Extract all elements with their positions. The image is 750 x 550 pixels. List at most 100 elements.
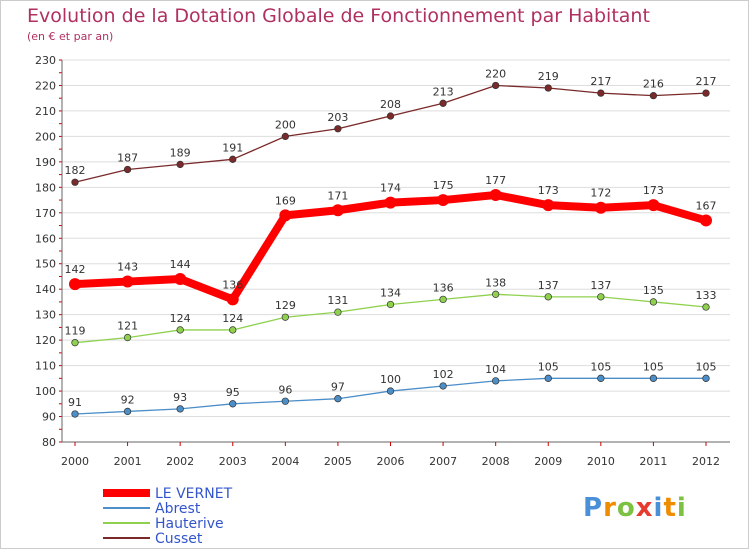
y-tick-label: 230 <box>35 54 56 67</box>
data-point <box>121 275 134 288</box>
data-label: 187 <box>117 152 138 165</box>
data-label: 91 <box>68 396 82 409</box>
chart-title: Evolution de la Dotation Globale de Fonc… <box>27 5 650 27</box>
data-label: 189 <box>170 146 191 159</box>
data-label: 219 <box>538 70 559 83</box>
data-label: 137 <box>590 279 611 292</box>
watermark-letter: o <box>617 493 636 523</box>
data-point <box>123 165 132 174</box>
data-point <box>334 308 342 316</box>
data-label: 173 <box>538 184 559 197</box>
data-label: 217 <box>590 75 611 88</box>
data-point <box>542 199 555 212</box>
y-tick-label: 80 <box>42 436 56 449</box>
data-label: 217 <box>696 75 717 88</box>
data-label: 97 <box>331 381 345 394</box>
x-tick-label: 2000 <box>61 455 89 468</box>
watermark-letter: x <box>636 493 654 523</box>
data-point <box>492 290 500 298</box>
data-point <box>226 293 239 306</box>
legend-label: Cusset <box>155 531 203 547</box>
data-point <box>281 132 289 141</box>
data-point <box>544 374 552 382</box>
y-tick-label: 90 <box>42 411 56 424</box>
data-point <box>229 326 237 334</box>
y-tick-label: 200 <box>35 130 56 143</box>
data-point <box>331 204 344 217</box>
x-tick-label: 2005 <box>324 455 352 468</box>
data-label: 102 <box>433 368 454 381</box>
data-label: 182 <box>65 164 86 177</box>
legend-label: Hauterive <box>155 516 224 532</box>
data-label: 144 <box>170 258 191 271</box>
data-point <box>439 295 447 304</box>
data-label: 136 <box>433 281 454 294</box>
data-point <box>492 81 500 90</box>
x-tick-label: 2011 <box>639 455 667 468</box>
data-point <box>71 410 79 418</box>
series-cusset: 182 187 189 191 200 203 208 213 220 219 217 216 217 <box>65 67 717 186</box>
data-label: 119 <box>65 325 86 338</box>
y-tick-label: 220 <box>35 79 56 92</box>
data-point <box>597 374 605 382</box>
data-label: 167 <box>696 199 717 212</box>
watermark-letter: i <box>677 493 687 523</box>
data-point <box>492 377 500 385</box>
x-tick-label: 2010 <box>587 455 615 468</box>
data-label: 216 <box>643 78 664 91</box>
data-label: 131 <box>327 294 348 307</box>
y-tick-label: 140 <box>35 283 56 296</box>
y-tick-label: 130 <box>35 309 56 322</box>
data-label: 177 <box>485 174 506 187</box>
data-point <box>229 155 237 163</box>
data-label: 133 <box>696 289 717 302</box>
data-point <box>649 374 658 382</box>
data-label: 105 <box>590 360 611 373</box>
data-point <box>544 293 552 301</box>
y-tick-label: 180 <box>35 181 56 194</box>
data-point <box>386 387 395 395</box>
data-point <box>384 196 397 209</box>
x-tick-label: 2007 <box>429 455 457 468</box>
data-point <box>123 407 132 416</box>
watermark-text: Proxiti <box>583 493 687 523</box>
data-label: 124 <box>222 312 243 325</box>
x-tick-label: 2001 <box>114 455 142 468</box>
data-label: 95 <box>226 386 240 399</box>
data-label: 174 <box>380 182 401 195</box>
data-point <box>281 313 289 321</box>
data-label: 136 <box>222 278 243 291</box>
data-point <box>71 339 79 347</box>
data-point <box>281 397 289 405</box>
data-label: 96 <box>278 383 292 396</box>
data-label: 135 <box>643 284 664 297</box>
data-label: 105 <box>696 360 717 373</box>
data-point <box>647 199 660 212</box>
data-label: 172 <box>590 187 611 200</box>
y-tick-label: 210 <box>35 105 56 118</box>
x-tick-label: 2009 <box>534 455 562 468</box>
watermark-logo: Proxiti <box>583 493 687 523</box>
data-label: 175 <box>433 179 454 192</box>
data-point <box>123 333 132 342</box>
data-point <box>334 125 342 133</box>
data-label: 137 <box>538 279 559 292</box>
data-label: 138 <box>485 276 506 289</box>
data-point <box>649 92 658 100</box>
data-label: 220 <box>485 67 506 80</box>
y-tick-label: 190 <box>35 156 56 169</box>
data-point <box>386 300 395 309</box>
axes: 8090100110120130140150160170180190200210… <box>35 54 730 468</box>
legend-label: LE VERNET <box>155 486 233 502</box>
y-tick-label: 170 <box>35 207 56 220</box>
data-label: 100 <box>380 373 401 386</box>
x-tick-label: 2004 <box>271 455 299 468</box>
data-label: 203 <box>327 111 348 124</box>
data-point <box>176 326 184 334</box>
data-point <box>649 298 658 306</box>
data-point <box>597 293 605 301</box>
